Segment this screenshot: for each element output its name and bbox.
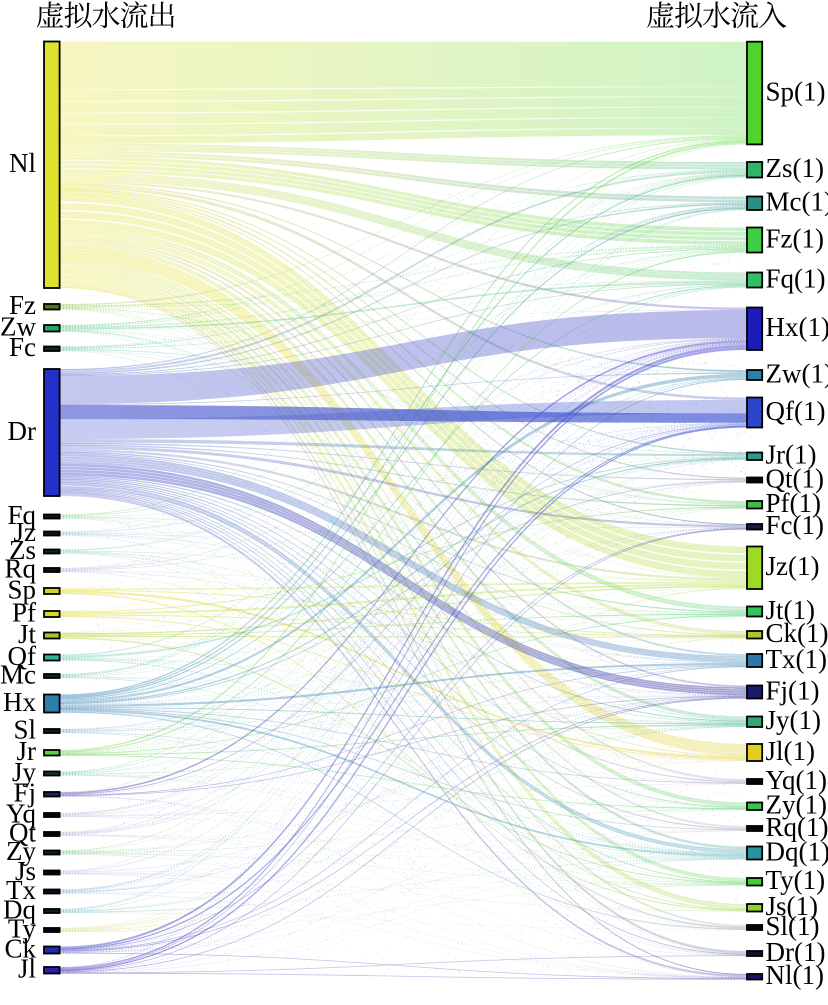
svg-text:Dr: Dr xyxy=(8,416,37,446)
svg-text:Zw(1): Zw(1) xyxy=(766,358,828,388)
svg-text:Fq(1): Fq(1) xyxy=(766,263,826,293)
svg-text:Jz(1): Jz(1) xyxy=(766,551,820,581)
svg-text:Nl: Nl xyxy=(9,148,36,178)
svg-text:Fj(1): Fj(1) xyxy=(766,675,820,705)
svg-text:Fc: Fc xyxy=(9,332,36,362)
svg-text:Mc(1): Mc(1) xyxy=(766,187,828,217)
svg-text:Hx: Hx xyxy=(3,687,36,717)
svg-text:Jl(1): Jl(1) xyxy=(766,736,816,766)
svg-text:Sp(1): Sp(1) xyxy=(766,76,826,106)
svg-text:Fc(1): Fc(1) xyxy=(766,510,824,540)
svg-text:Fz(1): Fz(1) xyxy=(766,223,824,253)
svg-text:Qf(1): Qf(1) xyxy=(766,396,826,426)
svg-text:Jl: Jl xyxy=(18,954,36,984)
svg-text:Tx(1): Tx(1) xyxy=(766,644,827,674)
svg-text:Zs(1): Zs(1) xyxy=(766,153,824,183)
svg-text:Jy(1): Jy(1) xyxy=(766,705,822,735)
svg-text:Mc: Mc xyxy=(0,659,36,689)
svg-text:Hx(1): Hx(1) xyxy=(766,312,828,342)
svg-text:Dq(1): Dq(1) xyxy=(766,836,828,866)
svg-text:Nl(1): Nl(1) xyxy=(766,960,824,990)
